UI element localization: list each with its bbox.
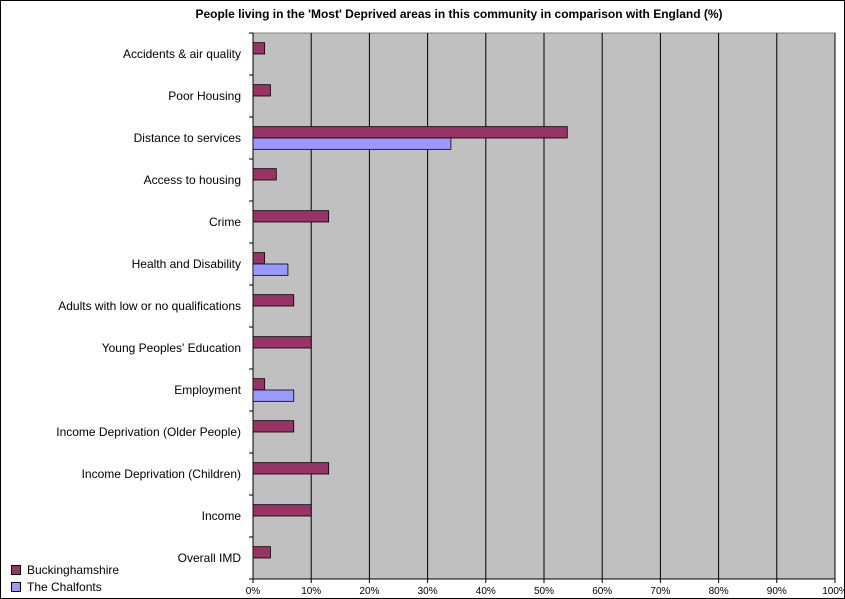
- bar-buckinghamshire: [252, 252, 266, 265]
- category-label: Accidents & air quality: [123, 47, 241, 61]
- x-tick-label: 0%: [246, 586, 261, 597]
- x-tick-label: 70%: [650, 586, 670, 597]
- bar-buckinghamshire: [252, 84, 271, 97]
- bar-buckinghamshire: [252, 546, 271, 559]
- category-label: Young Peoples' Education: [102, 341, 241, 355]
- category-label: Distance to services: [134, 131, 241, 145]
- x-tick-label: 80%: [709, 586, 729, 597]
- category-label: Overall IMD: [178, 551, 242, 565]
- bar-buckinghamshire: [252, 504, 312, 517]
- bar-buckinghamshire: [252, 420, 295, 433]
- x-tick-label: 30%: [418, 586, 438, 597]
- chart-title: People living in the 'Most' Deprived are…: [195, 7, 722, 21]
- x-tick-label: 40%: [476, 586, 496, 597]
- x-tick-label: 50%: [534, 586, 554, 597]
- category-label: Adults with low or no qualifications: [58, 299, 241, 313]
- bar-buckinghamshire: [252, 462, 330, 475]
- category-label: Health and Disability: [132, 257, 241, 271]
- bar-buckinghamshire: [252, 168, 277, 181]
- category-label: Income: [202, 509, 242, 523]
- bar-buckinghamshire: [252, 42, 266, 55]
- legend: Buckinghamshire The Chalfonts: [11, 561, 119, 595]
- legend-swatch: [11, 564, 21, 575]
- x-tick-label: 10%: [301, 586, 321, 597]
- bar-buckinghamshire: [252, 378, 266, 391]
- legend-swatch: [11, 581, 21, 592]
- x-tick-label: 90%: [767, 586, 787, 597]
- legend-label: The Chalfonts: [27, 579, 102, 594]
- category-label: Access to housing: [144, 173, 241, 187]
- category-label: Poor Housing: [168, 89, 241, 103]
- legend-label: Buckinghamshire: [27, 562, 120, 577]
- legend-item: Buckinghamshire: [11, 561, 119, 578]
- x-tick-label: 100%: [822, 586, 844, 597]
- bar-buckinghamshire: [252, 294, 295, 307]
- category-label: Crime: [209, 215, 241, 229]
- x-tick-label: 20%: [359, 586, 379, 597]
- legend-item: The Chalfonts: [11, 578, 119, 595]
- bar-the-chalfonts: [252, 137, 452, 150]
- bar-the-chalfonts: [252, 389, 295, 402]
- bar-the-chalfonts: [252, 263, 289, 276]
- bar-buckinghamshire: [252, 336, 312, 349]
- category-label: Income Deprivation (Children): [82, 467, 241, 481]
- category-label: Income Deprivation (Older People): [56, 425, 241, 439]
- bar-buckinghamshire: [252, 210, 330, 223]
- x-tick-label: 60%: [592, 586, 612, 597]
- category-label: Employment: [174, 383, 241, 397]
- bar-buckinghamshire: [252, 126, 568, 139]
